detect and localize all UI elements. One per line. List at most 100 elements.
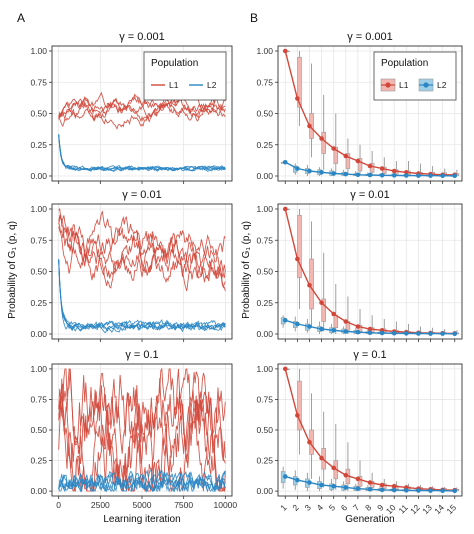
series-l2-point xyxy=(404,173,409,178)
series-l1-box xyxy=(297,214,302,279)
series-l1-point xyxy=(331,311,336,317)
series-l2-point xyxy=(355,486,361,491)
series-l1-point xyxy=(355,324,361,329)
series-l1-box xyxy=(357,158,363,172)
series-l2-point xyxy=(391,487,397,493)
series-l2-point xyxy=(355,329,361,335)
x-tick-label: 5 xyxy=(327,502,338,513)
legend-label-l1: L1 xyxy=(169,80,179,90)
series-l1-run-line xyxy=(58,91,226,123)
y-tick-label: 0.50 xyxy=(256,267,273,277)
series-l2-point xyxy=(440,488,445,494)
panel-label-a: A xyxy=(17,11,25,25)
series-l1-point xyxy=(367,163,373,169)
y-tick-label: 1.00 xyxy=(30,204,47,214)
series-l2-point xyxy=(319,482,324,488)
panel-title: γ = 0.01 xyxy=(350,189,389,201)
series-l1-point xyxy=(282,366,288,372)
series-l1-point xyxy=(319,455,324,461)
series-l2-point xyxy=(379,172,385,178)
y-tick-label: 1.00 xyxy=(256,46,273,56)
chart-b-3: γ = 0.10.000.250.500.751.001 2 3 4 5 6 7 8 91011… xyxy=(256,349,463,525)
series-l2-point xyxy=(367,172,373,178)
chart-a-2: γ = 0.01 0.00 0.25 0.50 0.75 1.00 xyxy=(30,189,233,342)
series-l2-point xyxy=(355,172,361,178)
x-tick-label: 5000 xyxy=(133,500,152,510)
series-l1-box xyxy=(297,56,302,108)
x-tick-label: 0 xyxy=(56,500,61,510)
legend-label-l2: L2 xyxy=(207,80,217,90)
series-l1-point xyxy=(367,480,373,485)
series-l2-point xyxy=(452,331,458,337)
series-l2-run-line xyxy=(58,470,226,493)
y-tick-label: 0.50 xyxy=(30,267,47,277)
y-tick-label: 0.50 xyxy=(256,109,273,119)
legend-swatch-point-l2 xyxy=(423,82,429,88)
series-l1-run-line xyxy=(58,214,226,283)
legend-box xyxy=(143,51,227,101)
series-l2-point xyxy=(282,474,288,479)
series-l2-point xyxy=(367,486,373,492)
y-tick-label: 0.00 xyxy=(30,486,47,496)
series-l2-point xyxy=(416,488,421,493)
series-l1-run-line xyxy=(58,94,226,122)
series-l2-point xyxy=(307,168,312,174)
series-l2-point xyxy=(404,488,409,493)
x-tick-label: 7500 xyxy=(174,500,193,510)
x-axis-label: Learning iteration xyxy=(103,514,180,525)
series-l2-point xyxy=(428,488,433,493)
y-tick-label: 0.25 xyxy=(30,456,47,466)
panel-title: γ = 0.1 xyxy=(353,349,386,361)
x-tick-label: 2 xyxy=(290,502,301,513)
series-l2-point xyxy=(282,159,288,165)
y-tick-label: 0.75 xyxy=(256,77,273,87)
series-l1-point xyxy=(355,476,361,482)
plot-border xyxy=(277,203,463,340)
panel-title: γ = 0.1 xyxy=(125,349,158,361)
series-l2-run-line xyxy=(58,473,226,493)
x-tick-label: 6 xyxy=(339,502,350,513)
legend-title: Population xyxy=(381,58,428,69)
plot-border xyxy=(277,363,463,497)
series-l1-box xyxy=(357,476,363,487)
series-l1-point xyxy=(295,96,300,101)
plot-border xyxy=(51,45,233,182)
series-l1-point xyxy=(343,153,349,159)
panel-title: γ = 0.001 xyxy=(347,31,393,43)
series-l2-point xyxy=(295,477,300,483)
x-tick-label: 15 xyxy=(444,502,458,516)
legend-swatch-point-l1 xyxy=(385,82,391,88)
series-l1-point xyxy=(367,326,373,332)
series-l2-point xyxy=(367,330,373,336)
y-tick-label: 0.50 xyxy=(30,109,47,119)
series-l1-point xyxy=(282,206,288,212)
chart-b-1: γ = 0.001 0.00 0.25 0.50 0.75 1.00 Population L… xyxy=(256,31,463,184)
series-l2-point xyxy=(391,330,397,336)
series-l2-point xyxy=(416,331,421,336)
right-y-axis-label: Probability of G₁ (p, q) xyxy=(241,221,252,319)
series-l2-run-line xyxy=(58,468,226,492)
series-l2-point xyxy=(452,488,458,494)
x-tick-label: 4 xyxy=(315,502,326,513)
plot-border xyxy=(51,203,233,340)
x-axis-label: Generation xyxy=(345,514,394,525)
series-l1-point xyxy=(295,413,300,418)
series-l1-point xyxy=(391,483,397,489)
series-l2-point xyxy=(379,487,385,493)
series-l1-point xyxy=(343,319,349,324)
series-l2-point xyxy=(379,330,385,336)
series-l1-point xyxy=(343,472,349,478)
left-y-axis-label: Probability of G₁ (p, q) xyxy=(7,221,18,319)
x-tick-label: 3 xyxy=(302,502,313,513)
legend: Population L1 L2 xyxy=(143,51,227,101)
x-tick-label: 10000 xyxy=(214,500,238,510)
series-l1-point xyxy=(355,158,361,164)
series-l2-point xyxy=(440,331,445,336)
series-l1-point xyxy=(391,168,397,174)
series-l1-point xyxy=(331,465,336,471)
series-l2-run-line xyxy=(58,134,226,172)
y-tick-label: 0.25 xyxy=(256,456,273,466)
series-l2-point xyxy=(319,169,324,175)
y-tick-label: 0.00 xyxy=(256,486,273,496)
